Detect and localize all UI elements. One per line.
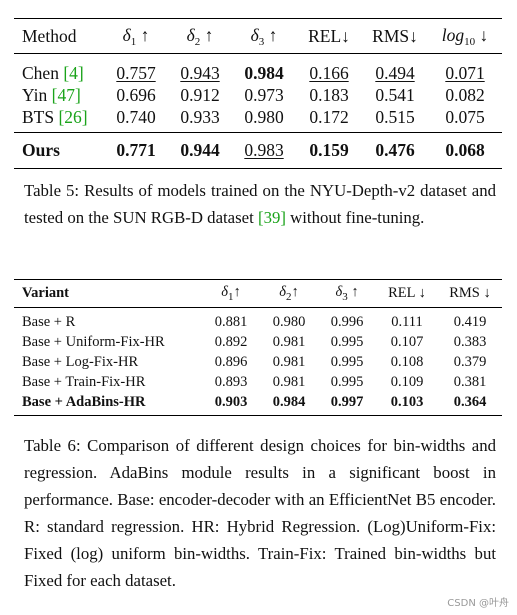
cell-value: 0.984 (272, 393, 306, 410)
cell-value: 0.109 (390, 373, 424, 390)
cell-value: 0.476 (375, 140, 415, 160)
rms-header: RMS↓ (372, 25, 418, 46)
cell-value: 0.996 (330, 313, 364, 330)
cell-value: 0.892 (214, 333, 248, 350)
cell-value: 0.071 (445, 62, 485, 83)
cell-value: 0.995 (330, 333, 364, 350)
cell-value: 0.068 (445, 140, 485, 160)
cell-value: 0.981 (272, 353, 306, 370)
table-row: BTS [26] 0.740 0.933 0.980 0.172 0.515 0… (14, 106, 502, 133)
table-row: Base + R 0.881 0.980 0.996 0.111 0.419 (14, 308, 502, 333)
table-header-row: Variant δ1↑ δ2↑ δ3 ↑ REL ↓ RMS ↓ (14, 279, 502, 308)
cell-value: 0.740 (116, 106, 156, 127)
cell-value: 0.494 (375, 62, 415, 83)
cell-value: 0.381 (453, 373, 487, 390)
rel-header: REL↓ (308, 25, 350, 46)
cell-value: 0.980 (272, 313, 306, 330)
cell-value: 0.159 (309, 140, 349, 160)
cell-value: 0.944 (180, 140, 220, 160)
cell-value: 0.983 (244, 140, 284, 160)
cell-value: 0.515 (375, 106, 415, 127)
cell-value: 0.980 (244, 106, 284, 127)
cell-value: 0.379 (453, 353, 487, 370)
variant-name: Base + Log-Fix-HR (22, 353, 139, 370)
variant-name: Base + Train-Fix-HR (22, 373, 146, 390)
table-6-caption: Table 6: Comparison of different design … (24, 436, 496, 590)
table-row: Yin [47] 0.696 0.912 0.973 0.183 0.541 0… (14, 84, 502, 106)
cell-value: 0.696 (116, 84, 156, 105)
cell-value: 0.943 (180, 62, 220, 83)
ours-row: Ours 0.771 0.944 0.983 0.159 0.476 0.068 (14, 132, 502, 169)
cell-value: 0.103 (390, 393, 424, 410)
cell-value: 0.881 (214, 313, 248, 330)
cell-value: 0.108 (390, 353, 424, 370)
cell-value: 0.981 (272, 333, 306, 350)
ablation-table-6: Variant δ1↑ δ2↑ δ3 ↑ REL ↓ RMS ↓ Base + … (14, 279, 502, 416)
citation-link[interactable]: [47] (51, 84, 81, 105)
method-header: Method (22, 25, 77, 46)
table-row: Base + Uniform-Fix-HR 0.892 0.981 0.995 … (14, 332, 502, 352)
cell-value: 0.933 (180, 106, 220, 127)
cell-value: 0.111 (391, 313, 423, 330)
cell-value: 0.896 (214, 353, 248, 370)
table-row: Base + Log-Fix-HR 0.896 0.981 0.995 0.10… (14, 352, 502, 372)
results-table-5: Method δ1 ↑ δ2 ↑ δ3 ↑ REL↓ RMS↓ log10 ↓ … (14, 18, 502, 169)
citation-link[interactable]: [4] (63, 62, 84, 83)
variant-name: Base + Uniform-Fix-HR (22, 333, 165, 350)
cell-value: 0.419 (453, 313, 487, 330)
watermark: CSDN @叶舟 (447, 598, 509, 609)
cell-value: 0.893 (214, 373, 248, 390)
cell-value: 0.541 (375, 84, 415, 105)
log10-header: log10 ↓ (441, 24, 489, 48)
cell-value: 0.075 (445, 106, 485, 127)
table-5-caption: Table 5: Results of models trained on th… (24, 181, 496, 227)
method-name: Yin [47] (22, 84, 81, 105)
cell-value: 0.995 (330, 373, 364, 390)
delta2-header: δ2↑ (279, 284, 299, 303)
citation-link[interactable]: [26] (58, 106, 88, 127)
delta2-header: δ2 ↑ (186, 24, 214, 48)
cell-value: 0.183 (309, 84, 349, 105)
variant-header: Variant (22, 285, 69, 301)
variant-name: Base + AdaBins-HR (22, 393, 146, 410)
method-name: Ours (22, 140, 60, 160)
cell-value: 0.166 (309, 62, 349, 83)
cell-value: 0.984 (244, 62, 284, 83)
cell-value: 0.912 (180, 84, 220, 105)
method-name: BTS [26] (22, 106, 88, 127)
cell-value: 0.383 (453, 333, 487, 350)
cell-value: 0.973 (244, 84, 284, 105)
table-row: Base + Train-Fix-HR 0.893 0.981 0.995 0.… (14, 372, 502, 392)
delta1-header: δ1 ↑ (122, 24, 150, 48)
cell-value: 0.757 (116, 62, 156, 83)
method-name: Chen [4] (22, 62, 84, 83)
table-header-row: Method δ1 ↑ δ2 ↑ δ3 ↑ REL↓ RMS↓ log10 ↓ (14, 18, 502, 54)
cell-value: 0.903 (214, 393, 248, 410)
cell-value: 0.771 (116, 140, 156, 160)
citation-link[interactable]: [39] (257, 208, 286, 227)
delta3-header: δ3 ↑ (335, 284, 359, 303)
cell-value: 0.995 (330, 353, 364, 370)
cell-value: 0.364 (453, 393, 487, 410)
cell-value: 0.172 (309, 106, 349, 127)
cell-value: 0.981 (272, 373, 306, 390)
cell-value: 0.107 (390, 333, 424, 350)
rms-header: RMS ↓ (449, 285, 491, 301)
variant-name: Base + R (22, 313, 76, 330)
delta3-header: δ3 ↑ (250, 24, 278, 48)
cell-value: 0.997 (330, 393, 364, 410)
cell-value: 0.082 (445, 84, 485, 105)
delta1-header: δ1↑ (221, 284, 241, 303)
table-row: Chen [4] 0.757 0.943 0.984 0.166 0.494 0… (14, 54, 502, 85)
table-row: Base + AdaBins-HR 0.903 0.984 0.997 0.10… (14, 392, 502, 416)
rel-header: REL ↓ (388, 285, 426, 301)
